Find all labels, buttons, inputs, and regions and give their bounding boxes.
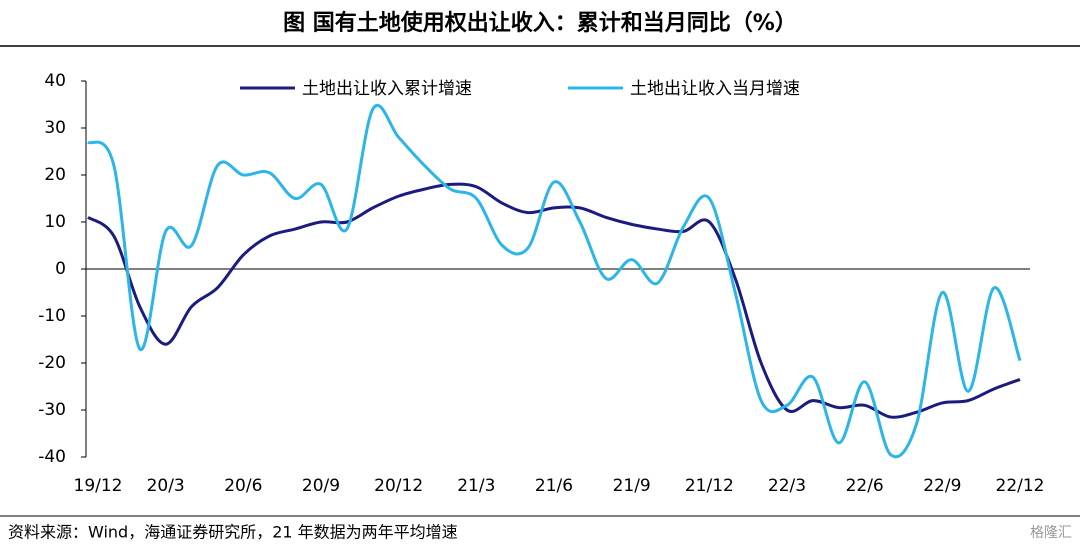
y-tick-label: 40 — [44, 71, 66, 91]
x-tick-label: 21/12 — [685, 476, 734, 496]
x-tick-label: 22/6 — [846, 476, 884, 496]
y-tick-label: 10 — [44, 212, 66, 232]
x-tick-label: 22/3 — [768, 476, 806, 496]
y-tick-label: 30 — [44, 118, 66, 138]
source: 资料来源：Wind，海通证券研究所，21 年数据为两年平均增速 — [8, 523, 458, 542]
legend-label: 土地出让收入累计增速 — [302, 79, 472, 99]
y-tick-label: -30 — [38, 400, 66, 420]
x-tick-label: 21/6 — [535, 476, 573, 496]
series-line — [87, 182, 1021, 419]
x-tick-label: 22/12 — [996, 476, 1045, 496]
y-tick-label: -40 — [38, 447, 66, 467]
x-tick-label: 21/9 — [613, 476, 651, 496]
x-tick-label: 19/12 — [74, 476, 123, 496]
watermark: 格隆汇 — [1030, 525, 1072, 541]
x-tick-label: 20/6 — [224, 476, 262, 496]
y-tick-label: 20 — [44, 165, 66, 185]
y-tick-label: -20 — [38, 353, 66, 373]
x-tick-label: 21/3 — [457, 476, 495, 496]
x-tick-label: 20/12 — [374, 476, 423, 496]
x-tick-label: 20/9 — [302, 476, 340, 496]
chart-title: 图 国有土地使用权出让收入：累计和当月同比（%） — [283, 10, 797, 36]
y-tick-label: 0 — [55, 259, 66, 279]
x-tick-label: 20/3 — [147, 476, 185, 496]
legend-label: 土地出让收入当月增速 — [630, 79, 800, 99]
y-tick-label: -10 — [38, 306, 66, 326]
x-tick-label: 22/9 — [923, 476, 961, 496]
series-line — [86, 104, 1022, 459]
